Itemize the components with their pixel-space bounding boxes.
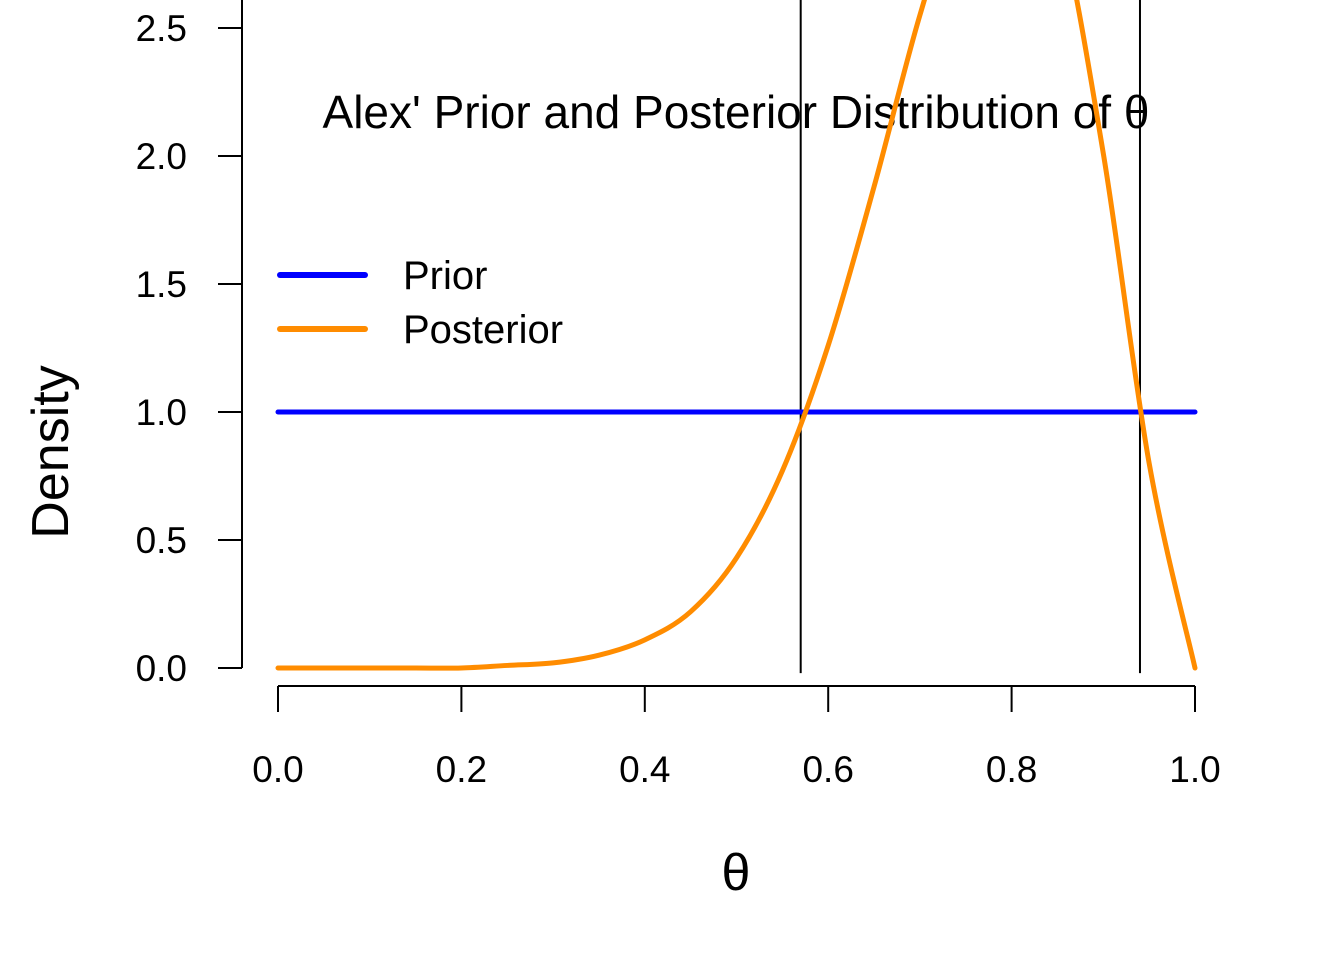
legend: Prior Posterior: [277, 254, 563, 352]
x-tick-label: 0.2: [436, 749, 487, 790]
x-axis: 0.0 0.2 0.4 0.6 0.8 1.0: [252, 685, 1221, 790]
legend-label: Posterior: [403, 308, 563, 352]
x-axis-label: θ: [722, 844, 751, 902]
posterior-curve: [275, 0, 1198, 671]
y-axis-label: Density: [22, 365, 80, 538]
y-axis: 0.00.51.01.52.02.53.0: [136, 0, 243, 689]
y-tick-label: 2.5: [136, 8, 187, 49]
y-tick-label: 1.5: [136, 264, 187, 305]
credible-interval-lines: [799, 0, 1141, 674]
y-tick-label: 1.0: [136, 392, 187, 433]
x-tick-label: 1.0: [1169, 749, 1220, 790]
x-tick-label: 0.8: [986, 749, 1037, 790]
y-tick-label: 2.0: [136, 136, 187, 177]
chart-title: Alex' Prior and Posterior Distribution o…: [323, 86, 1150, 138]
plot-series: [275, 0, 1198, 671]
x-tick-label: 0.4: [619, 749, 670, 790]
x-tick-label: 0.6: [802, 749, 853, 790]
legend-label: Prior: [403, 254, 487, 298]
y-tick-label: 0.5: [136, 520, 187, 561]
x-tick-label: 0.0: [252, 749, 303, 790]
y-tick-label: 0.0: [136, 648, 187, 689]
